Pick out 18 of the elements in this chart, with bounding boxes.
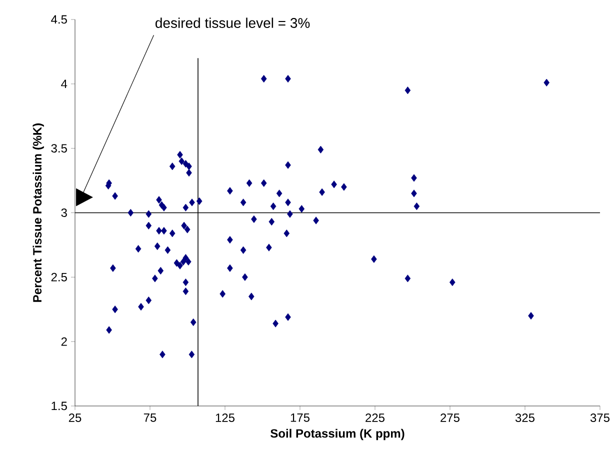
x-tick-label: 125 xyxy=(216,414,234,422)
x-tick-label: 275 xyxy=(440,414,460,422)
x-tick-label: 325 xyxy=(515,414,534,422)
y-tick-label: 4 xyxy=(61,80,68,88)
annotation: desired tissue level = 3% xyxy=(156,18,310,28)
x-axis-title: Soil Potassium (K ppm) xyxy=(270,428,404,440)
y-tick-label: 2.5 xyxy=(51,272,67,282)
y-tick-label: 3 xyxy=(61,208,67,217)
x-tick-label: 175 xyxy=(290,414,310,422)
x-tick-label: 75 xyxy=(144,414,156,422)
y-axis-title: Percent Tissue Potassium (%K) xyxy=(32,123,44,302)
y-tick-label: 4.5 xyxy=(51,15,67,24)
y-tick-label: 2 xyxy=(61,337,67,346)
y-tick-label: 3.5 xyxy=(51,144,67,153)
y-tick-label: 1.5 xyxy=(52,402,67,410)
x-tick-label: 25 xyxy=(68,414,82,422)
x-tick-label: 375 xyxy=(590,414,610,422)
x-tick-label: 225 xyxy=(366,414,384,422)
